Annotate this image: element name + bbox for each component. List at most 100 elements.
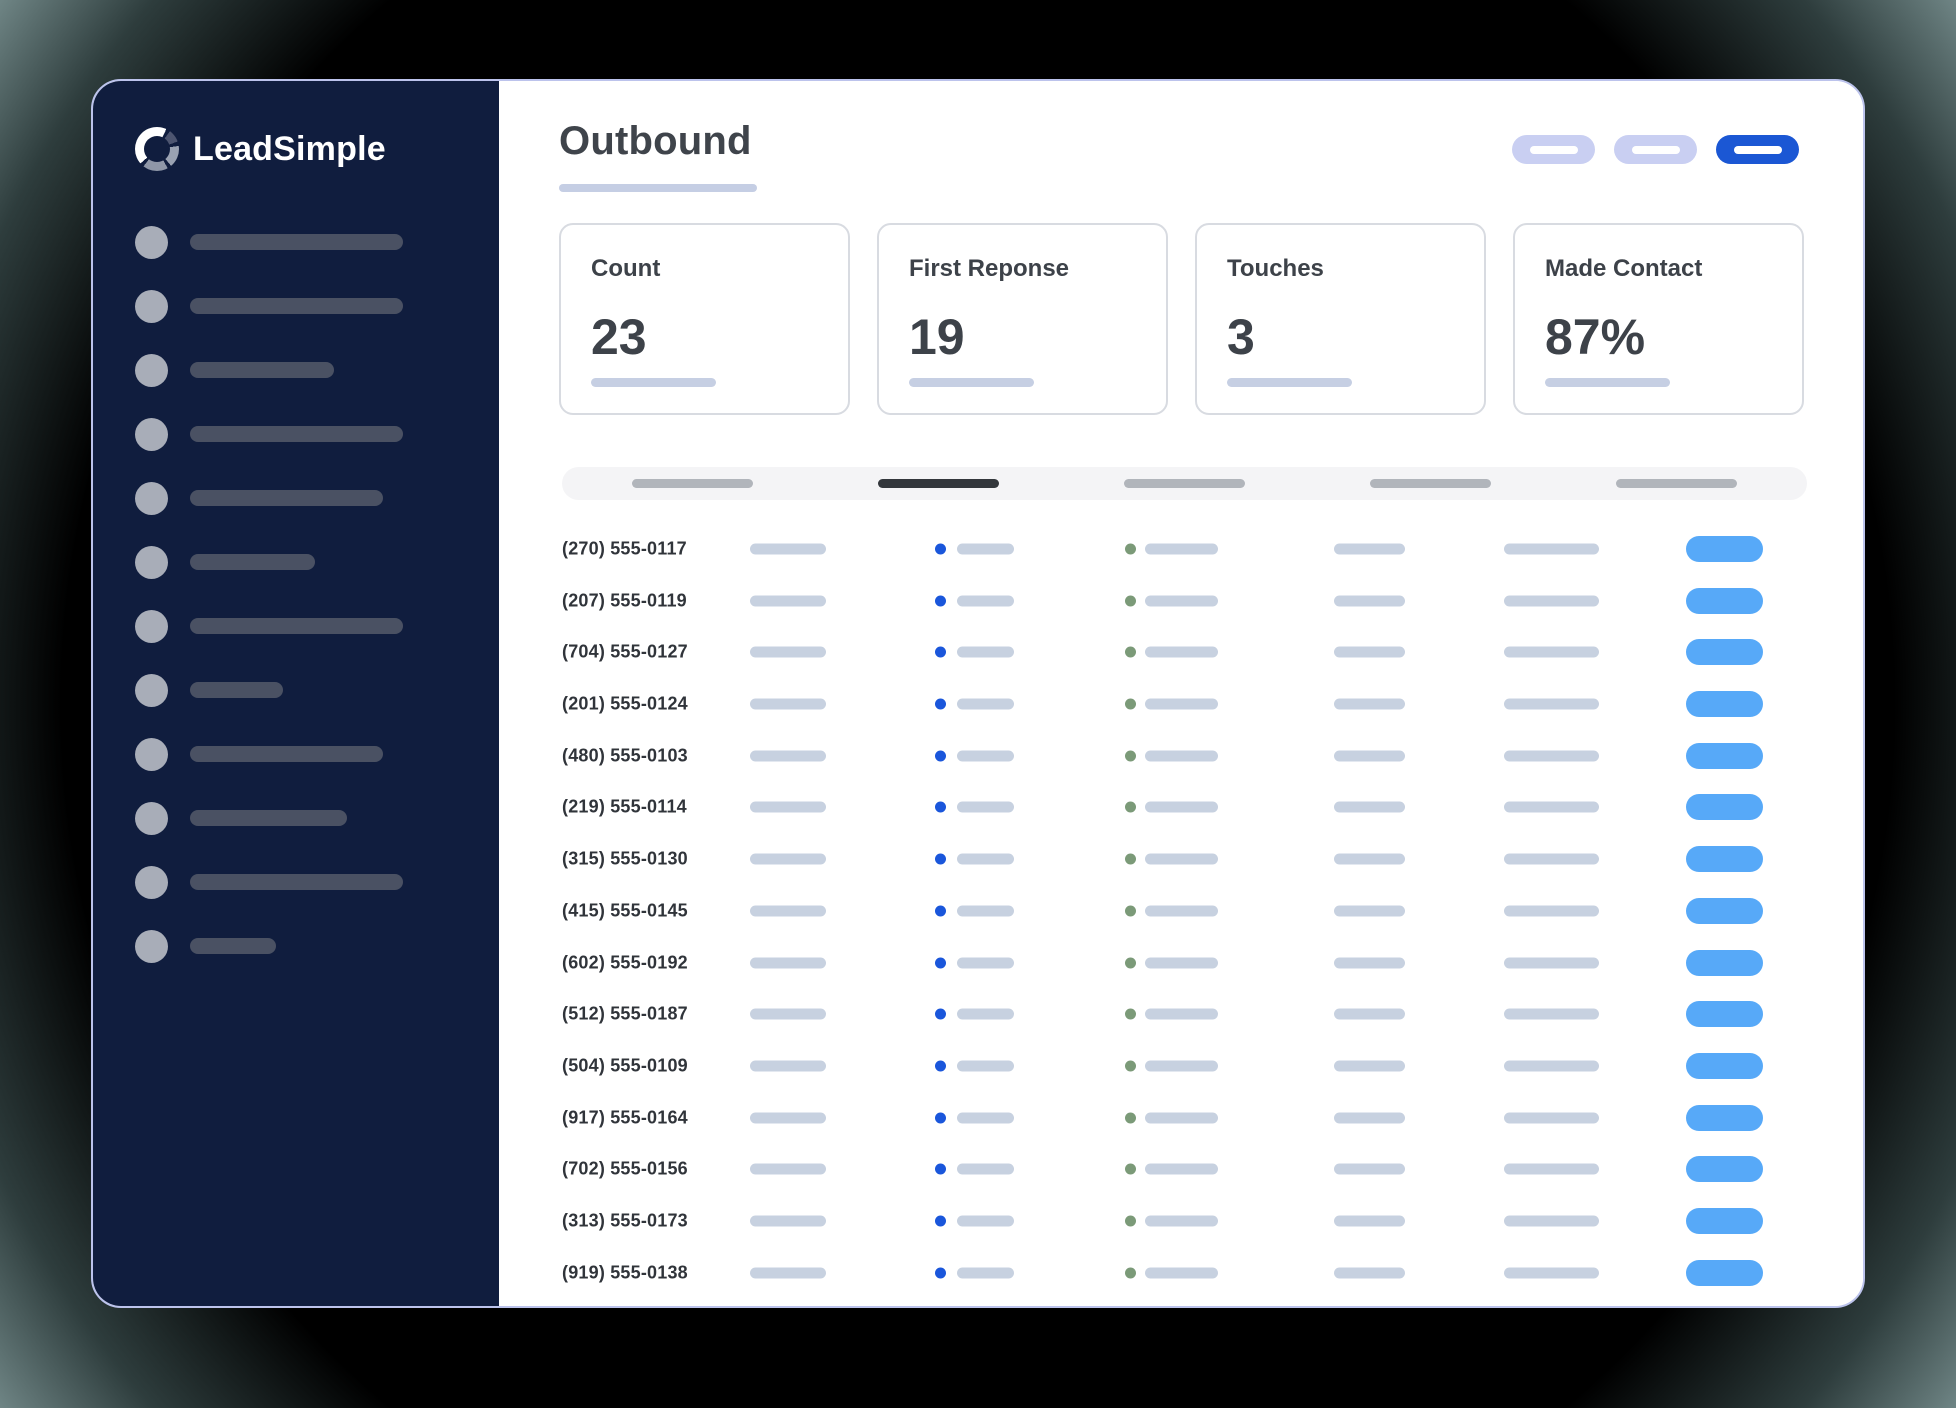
table-row[interactable]: (219) 555-0114: [499, 782, 1863, 834]
view-toggle-pill[interactable]: [1716, 135, 1799, 164]
cell-placeholder-bar: [1334, 750, 1405, 762]
table-row[interactable]: (602) 555-0192: [499, 937, 1863, 989]
cell-placeholder-bar: [1504, 957, 1599, 969]
cell-placeholder-bar: [1504, 1163, 1599, 1175]
green-status-dot: [1125, 1112, 1136, 1124]
nav-label-placeholder: [190, 874, 403, 890]
green-status-dot: [1125, 853, 1136, 865]
column-header-placeholder[interactable]: [632, 479, 753, 488]
table-row[interactable]: (201) 555-0124: [499, 678, 1863, 730]
row-action-pill[interactable]: [1686, 897, 1763, 924]
blue-status-dot: [935, 543, 946, 555]
sidebar-item[interactable]: [135, 338, 499, 402]
table-row[interactable]: (270) 555-0117: [499, 523, 1863, 575]
row-action-pill[interactable]: [1686, 794, 1763, 821]
nav-label-placeholder: [190, 426, 403, 442]
table-row[interactable]: (917) 555-0164: [499, 1092, 1863, 1144]
column-header-placeholder[interactable]: [1616, 479, 1737, 488]
table-row[interactable]: (313) 555-0173: [499, 1195, 1863, 1247]
cell-placeholder-bar: [957, 646, 1014, 658]
cell-placeholder-bar: [1334, 1008, 1405, 1020]
table-row[interactable]: (919) 555-0138: [499, 1247, 1863, 1299]
stat-underline: [909, 378, 1034, 387]
row-action-pill[interactable]: [1686, 587, 1763, 614]
row-action-pill[interactable]: [1686, 1259, 1763, 1286]
cell-placeholder-bar: [1145, 646, 1218, 658]
row-action-pill[interactable]: [1686, 846, 1763, 873]
column-header-placeholder[interactable]: [1370, 479, 1491, 488]
table-row[interactable]: (702) 555-0156: [499, 1144, 1863, 1196]
phone-number: (917) 555-0164: [562, 1107, 688, 1128]
table-row[interactable]: (415) 555-0145: [499, 885, 1863, 937]
nav-label-placeholder: [190, 362, 334, 378]
row-action-pill[interactable]: [1686, 1053, 1763, 1080]
nav-label-placeholder: [190, 234, 403, 250]
view-toggle-pill[interactable]: [1512, 135, 1595, 164]
app-window: LeadSimple Outbound: [91, 79, 1865, 1308]
stat-value: 19: [909, 309, 965, 365]
column-header-placeholder[interactable]: [878, 479, 999, 488]
brand-logo: LeadSimple: [135, 127, 386, 171]
nav-icon-placeholder: [135, 609, 168, 643]
sidebar-item[interactable]: [135, 530, 499, 594]
green-status-dot: [1125, 646, 1136, 658]
cell-placeholder-bar: [750, 595, 826, 607]
blue-status-dot: [935, 801, 946, 813]
cell-placeholder-bar: [1504, 801, 1599, 813]
phone-number: (207) 555-0119: [562, 590, 687, 611]
cell-placeholder-bar: [1504, 905, 1599, 917]
sidebar-item[interactable]: [135, 786, 499, 850]
stat-label: Count: [591, 255, 661, 282]
title-underline: [559, 184, 757, 192]
table-row[interactable]: (504) 555-0109: [499, 1040, 1863, 1092]
table-row[interactable]: (512) 555-0187: [499, 988, 1863, 1040]
sidebar-item[interactable]: [135, 850, 499, 914]
cell-placeholder-bar: [750, 698, 826, 710]
cell-placeholder-bar: [1145, 595, 1218, 607]
nav-icon-placeholder: [135, 673, 168, 707]
sidebar-item[interactable]: [135, 914, 499, 978]
table-row[interactable]: (480) 555-0103: [499, 730, 1863, 782]
blue-status-dot: [935, 595, 946, 607]
view-toggle-pill[interactable]: [1614, 135, 1697, 164]
row-action-pill[interactable]: [1686, 742, 1763, 769]
sidebar-item[interactable]: [135, 594, 499, 658]
row-action-pill[interactable]: [1686, 535, 1763, 562]
cell-placeholder-bar: [957, 595, 1014, 607]
row-action-pill[interactable]: [1686, 639, 1763, 666]
sidebar-item[interactable]: [135, 402, 499, 466]
blue-status-dot: [935, 1112, 946, 1124]
cell-placeholder-bar: [1145, 698, 1218, 710]
green-status-dot: [1125, 1215, 1136, 1227]
table-row[interactable]: (207) 555-0119: [499, 575, 1863, 627]
green-status-dot: [1125, 905, 1136, 917]
phone-number: (313) 555-0173: [562, 1210, 688, 1231]
row-action-pill[interactable]: [1686, 1156, 1763, 1183]
pill-label-placeholder: [1529, 145, 1578, 154]
table-row[interactable]: (315) 555-0130: [499, 833, 1863, 885]
cell-placeholder-bar: [1334, 905, 1405, 917]
table-row[interactable]: (704) 555-0127: [499, 626, 1863, 678]
view-toggle-group: [1512, 135, 1799, 164]
cell-placeholder-bar: [1504, 595, 1599, 607]
sidebar-item[interactable]: [135, 274, 499, 338]
sidebar-item[interactable]: [135, 466, 499, 530]
nav-label-placeholder: [190, 298, 403, 314]
blue-status-dot: [935, 1008, 946, 1020]
cell-placeholder-bar: [1334, 698, 1405, 710]
stat-card: Made Contact 87%: [1513, 223, 1804, 415]
row-action-pill[interactable]: [1686, 949, 1763, 976]
green-status-dot: [1125, 801, 1136, 813]
row-action-pill[interactable]: [1686, 1104, 1763, 1131]
phone-number: (602) 555-0192: [562, 952, 688, 973]
sidebar-item[interactable]: [135, 722, 499, 786]
sidebar-item[interactable]: [135, 210, 499, 274]
stat-cards-row: Count 23 First Reponse 19 Touches 3 Made…: [559, 223, 1804, 415]
row-action-pill[interactable]: [1686, 1208, 1763, 1235]
sidebar-item[interactable]: [135, 658, 499, 722]
column-header-placeholder[interactable]: [1124, 479, 1245, 488]
cell-placeholder-bar: [1145, 1215, 1218, 1227]
cell-placeholder-bar: [957, 1163, 1014, 1175]
row-action-pill[interactable]: [1686, 1001, 1763, 1028]
row-action-pill[interactable]: [1686, 691, 1763, 718]
